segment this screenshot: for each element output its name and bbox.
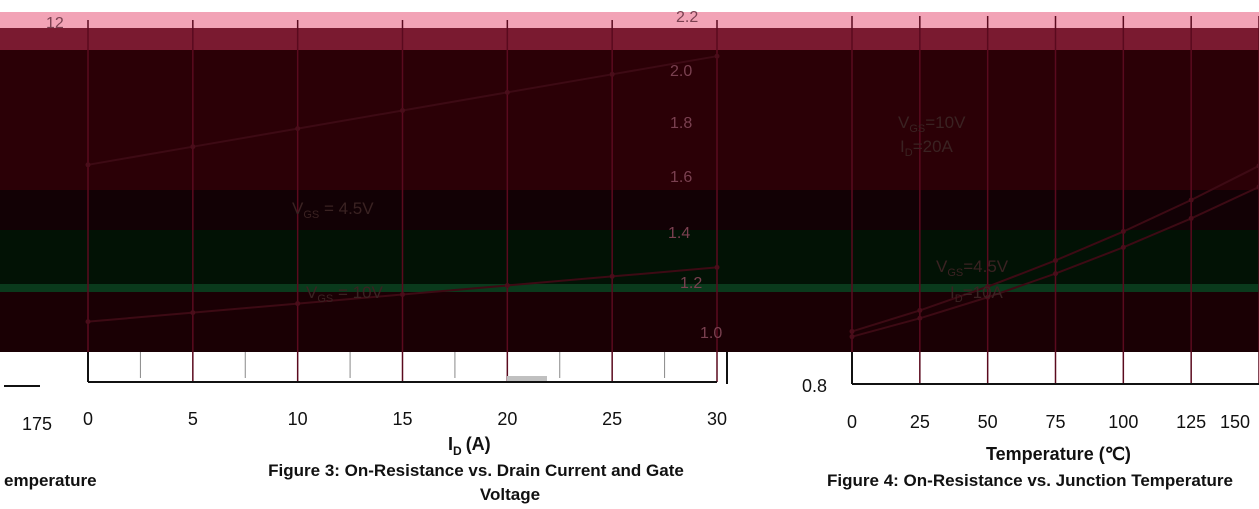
figure4-point xyxy=(1053,271,1058,277)
figure4-point xyxy=(849,334,855,340)
figure3-point xyxy=(400,292,405,298)
figure3-x-tick-labels: 0 5 10 15 20 25 30 xyxy=(83,409,727,429)
figure4-x-tick-50: 50 xyxy=(978,412,998,432)
figure4-series xyxy=(849,163,1259,340)
figure3-x-tick-15: 15 xyxy=(392,409,412,429)
gray-marker xyxy=(507,376,547,381)
figure4-point xyxy=(1256,163,1259,169)
fig4-vgs45-label: VGS=4.5V xyxy=(936,257,1009,279)
figure4-caption: Figure 4: On-Resistance vs. Junction Tem… xyxy=(827,471,1233,490)
fig4-id10-label: ID=10A xyxy=(950,283,1004,305)
figure4-point xyxy=(1188,197,1194,203)
figure4-point xyxy=(1120,244,1126,250)
figure4-point xyxy=(985,294,991,300)
figure3-caption-line2: Voltage xyxy=(480,485,540,504)
figure4-x-tick-100: 100 xyxy=(1108,412,1138,432)
figure4-x-axis-label: Temperature (℃) xyxy=(986,444,1131,464)
left-tick-175: 175 xyxy=(22,414,52,434)
fig4-id20-label: ID=20A xyxy=(900,137,954,159)
fig4-ytick-1.6: 1.6 xyxy=(670,169,692,186)
left-caption-fragment: emperature xyxy=(4,471,97,490)
fig4-ytick-1.8: 1.8 xyxy=(670,115,692,132)
figure4-point xyxy=(1053,257,1058,263)
figure3-x-tick-5: 5 xyxy=(188,409,198,429)
top-dark-band xyxy=(0,28,1259,50)
figure3-series xyxy=(85,53,720,325)
fig4-ytick-1.2: 1.2 xyxy=(680,275,702,292)
figure3-x-tick-0: 0 xyxy=(83,409,93,429)
figure4-axes xyxy=(507,352,1259,385)
figure4-x-tick-0: 0 xyxy=(847,412,857,432)
figure3-point xyxy=(609,71,615,77)
green-stripe xyxy=(0,284,1259,292)
fig3-vgs10-label: VGS = 10V xyxy=(306,283,384,305)
figure3-point xyxy=(504,89,510,95)
figure3-x-tick-10: 10 xyxy=(288,409,308,429)
figure3-grid xyxy=(87,20,718,382)
figure3-caption-line1: Figure 3: On-Resistance vs. Drain Curren… xyxy=(268,461,684,480)
figure4-point xyxy=(917,315,923,321)
figure3-point xyxy=(504,282,510,288)
figure4-point xyxy=(1188,215,1194,221)
fig3-vgs45-label: VGS = 4.5V xyxy=(292,199,374,221)
top-left-number: 12 xyxy=(46,15,64,32)
fig4-ytick-0.8: 0.8 xyxy=(802,376,827,396)
green-body xyxy=(0,230,1259,290)
plot-background xyxy=(0,12,1259,352)
figure3-x-tick-25: 25 xyxy=(602,409,622,429)
figure3-point xyxy=(85,319,91,325)
top-mid-number: 2.2 xyxy=(676,9,698,26)
figure4-x-tick-125: 125 xyxy=(1176,412,1206,432)
lower-body xyxy=(0,290,1259,352)
figure3-axes xyxy=(4,352,717,387)
figure3-x-tick-20: 20 xyxy=(497,409,517,429)
figure3-point xyxy=(295,301,301,307)
figure4-point xyxy=(1256,184,1259,190)
figure3-x-tick-30: 30 xyxy=(707,409,727,429)
figure4-x-tick-75: 75 xyxy=(1045,412,1065,432)
dark-body xyxy=(0,50,1259,190)
figure3-x-axis-label: ID (A) xyxy=(448,434,491,458)
fig4-ytick-1.4: 1.4 xyxy=(668,225,690,242)
figure4-x-tick-25: 25 xyxy=(910,412,930,432)
figure4-x-tick-150: 150 xyxy=(1220,412,1250,432)
figure3-point xyxy=(85,162,91,168)
figure3-point xyxy=(400,108,405,113)
figure3-point xyxy=(714,53,720,59)
figure3-point xyxy=(609,273,615,279)
figure3-point xyxy=(714,264,720,270)
figure3-point xyxy=(190,144,196,150)
figure4-point xyxy=(1120,229,1126,235)
fig4-vgs10-label: VGS=10V xyxy=(898,113,966,135)
figure4-point xyxy=(985,284,991,290)
figure3-point xyxy=(190,310,196,316)
figure4-x-tick-labels: 0 25 50 75 100 125 150 xyxy=(847,412,1250,432)
top-pink-band xyxy=(0,12,1259,28)
fig4-ytick-2.0: 2.0 xyxy=(670,63,692,80)
figure4-point xyxy=(849,328,855,334)
figure4-point xyxy=(917,307,923,313)
figure3-point xyxy=(295,126,301,132)
fig4-ytick-1.0: 1.0 xyxy=(700,325,722,342)
